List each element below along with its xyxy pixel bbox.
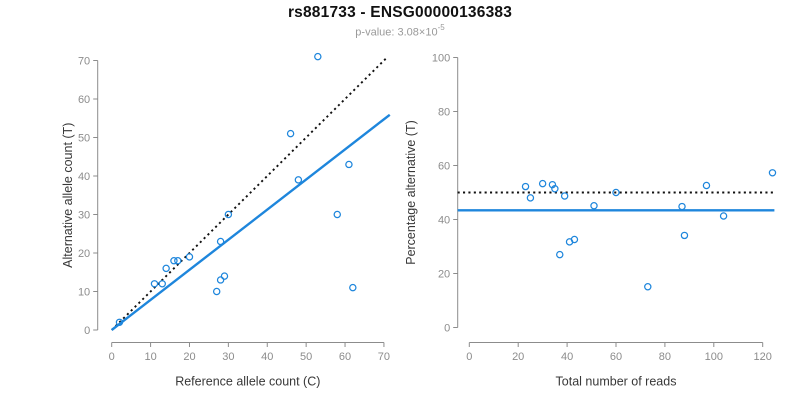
data-point — [174, 256, 182, 265]
y-tick-label: 20 — [438, 269, 450, 281]
data-point — [678, 202, 686, 211]
data-point — [286, 129, 295, 138]
data-point — [644, 283, 652, 291]
plot-title: rs881733 - ENSG00000136383 — [287, 4, 513, 21]
x-tick-label: 40 — [561, 351, 573, 363]
y-tick-label: 100 — [432, 53, 450, 65]
data-point — [115, 318, 124, 327]
data-point — [551, 184, 559, 193]
data-point — [719, 212, 728, 220]
data-point — [170, 256, 178, 265]
data-point — [216, 237, 225, 246]
data-point — [220, 272, 229, 280]
identity-line — [111, 55, 389, 331]
data-point — [294, 176, 303, 184]
y-tick-label: 20 — [78, 248, 90, 260]
x-axis-title: Total number of reads — [556, 375, 677, 389]
plot-subtitle: p-value: 3.08×10-5 — [0, 23, 800, 39]
y-tick-label: 60 — [78, 94, 90, 106]
data-point — [162, 264, 170, 273]
x-tick-label: 80 — [659, 351, 671, 363]
x-tick-label: 0 — [466, 351, 472, 363]
data-point — [224, 210, 233, 219]
data-point — [526, 194, 535, 202]
y-axis-title: Alternative allele count (T) — [61, 123, 75, 268]
y-axis-title: Percentage alternative (T) — [404, 120, 418, 265]
data-point — [521, 182, 530, 191]
x-tick-label: 120 — [754, 351, 772, 363]
data-point — [333, 210, 341, 219]
y-tick-label: 0 — [84, 325, 90, 337]
percentage-vs-reads-scatter: 0 20 40 60 80 100 120 Total number of reads 0 20 4… — [404, 53, 777, 389]
data-point — [212, 287, 221, 296]
x-tick-label: 20 — [512, 351, 524, 363]
x-tick-label: 50 — [300, 351, 312, 363]
data-point — [590, 202, 598, 210]
x-tick-label: 0 — [109, 351, 115, 363]
x-tick-label: 20 — [183, 351, 195, 363]
y-tick-label: 80 — [438, 107, 450, 119]
x-tick-label: 70 — [378, 351, 390, 363]
data-point — [768, 169, 777, 177]
data-point — [702, 181, 711, 190]
data-point — [150, 280, 159, 288]
data-point — [556, 250, 564, 259]
p-value-text: p-value: 3.08×10 — [355, 26, 438, 39]
y-tick-label: 0 — [444, 323, 450, 335]
y-tick-label: 50 — [78, 133, 90, 145]
x-tick-label: 30 — [222, 351, 234, 363]
x-tick-label: 60 — [339, 351, 351, 363]
x-tick-label: 10 — [144, 351, 156, 363]
x-axis-title: Reference allele count (C) — [175, 375, 320, 389]
data-point — [314, 52, 322, 61]
data-point — [680, 231, 689, 240]
y-tick-label: 60 — [438, 161, 450, 173]
data-point — [538, 179, 547, 188]
y-tick-label: 70 — [78, 56, 90, 68]
y-tick-label: 10 — [78, 287, 90, 299]
data-point — [612, 188, 620, 197]
data-point — [345, 160, 353, 169]
data-point — [560, 192, 569, 200]
x-tick-label: 40 — [261, 351, 273, 363]
data-point — [349, 283, 357, 292]
data-point — [570, 235, 579, 244]
y-tick-label: 30 — [78, 210, 90, 222]
y-tick-label: 40 — [78, 171, 90, 183]
y-tick-label: 40 — [438, 215, 450, 227]
data-point — [158, 280, 166, 288]
x-tick-label: 60 — [610, 351, 622, 363]
data-point — [216, 276, 225, 284]
regression-line — [110, 113, 391, 331]
data-point — [185, 253, 194, 261]
x-tick-label: 100 — [705, 351, 723, 363]
p-value-exponent: -5 — [437, 23, 445, 32]
allele-count-scatter: 0 10 20 30 40 50 60 70 Reference allele count (C… — [61, 52, 391, 389]
